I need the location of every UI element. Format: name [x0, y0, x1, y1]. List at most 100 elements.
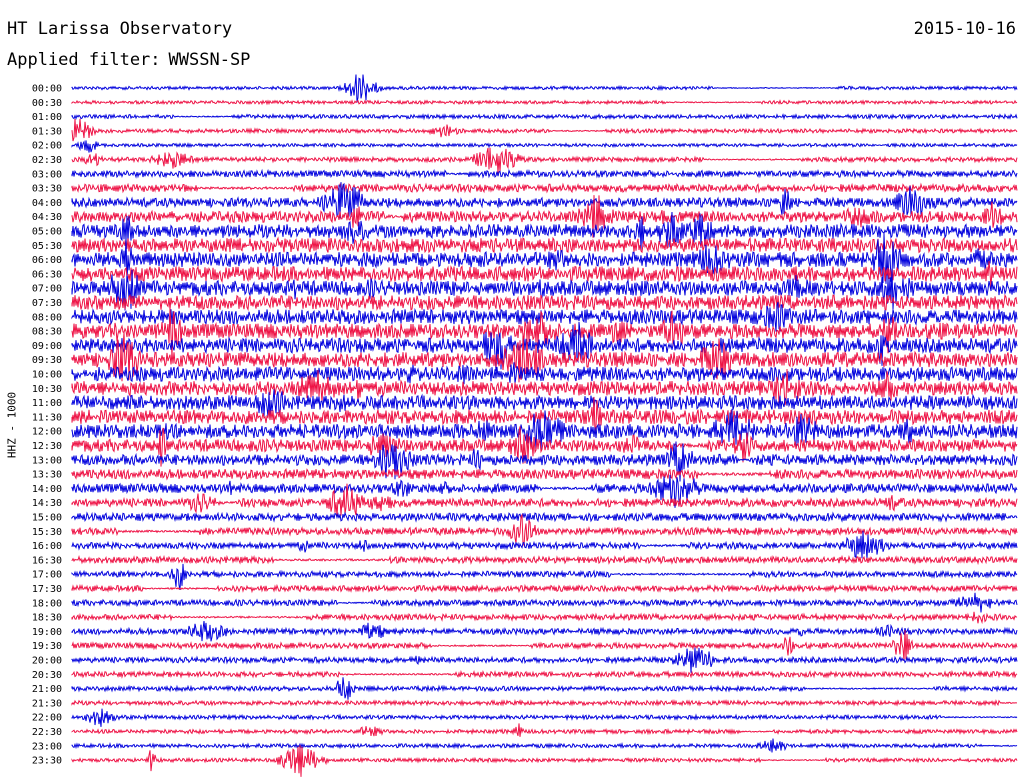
- seismic-trace-row: [71, 511, 1018, 523]
- seismic-trace-row: [71, 630, 1018, 661]
- row-time-label: 01:00: [32, 112, 62, 123]
- filter-label: Applied filter:: [7, 50, 161, 70]
- seismic-trace-row: [71, 647, 1018, 673]
- row-time-label: 12:00: [32, 427, 62, 438]
- seismic-trace-row: [71, 426, 1018, 467]
- seismic-trace-row: [71, 677, 1018, 700]
- row-time-label: 21:00: [32, 684, 62, 695]
- row-time-label: 14:00: [32, 484, 62, 495]
- seismic-trace-row: [71, 723, 1018, 737]
- seismic-trace-row: [71, 592, 1018, 613]
- seismic-trace-row: [71, 620, 1018, 642]
- row-time-label: 19:00: [32, 627, 62, 638]
- row-time-label: 08:30: [32, 327, 62, 338]
- seismic-trace-row: [71, 513, 1018, 547]
- row-time-label: 18:30: [32, 613, 62, 624]
- row-time-label: 04:30: [32, 212, 62, 223]
- seismic-trace-row: [71, 530, 1018, 560]
- seismic-trace-row: [71, 669, 1018, 679]
- row-time-label: 00:30: [32, 98, 62, 109]
- seismic-trace-row: [71, 483, 1018, 517]
- seismic-trace-row: [71, 293, 1018, 312]
- seismic-trace-row: [71, 182, 1018, 219]
- row-time-label: 15:30: [32, 527, 62, 538]
- seismic-trace-row: [71, 332, 1018, 383]
- seismic-trace-row: [71, 738, 1018, 753]
- seismic-trace-row: [71, 233, 1018, 284]
- row-time-label: 21:30: [32, 698, 62, 709]
- station-title: HT Larissa Observatory: [7, 19, 233, 39]
- seismic-trace-row: [71, 563, 1018, 590]
- row-time-label: 02:00: [32, 141, 62, 152]
- seismic-trace-row: [71, 112, 1018, 121]
- seismic-trace-row: [71, 308, 1018, 357]
- row-time-label: 20:30: [32, 670, 62, 681]
- row-time-label: 10:30: [32, 384, 62, 395]
- seismic-trace-row: [71, 474, 1018, 508]
- row-time-label: 19:30: [32, 641, 62, 652]
- row-time-label: 06:00: [32, 255, 62, 266]
- seismic-trace-row: [71, 118, 1018, 142]
- row-time-label: 03:00: [32, 169, 62, 180]
- seismic-trace-row: [71, 744, 1018, 777]
- row-time-label: 22:30: [32, 727, 62, 738]
- seismic-trace-row: [71, 74, 1018, 103]
- seismic-trace-row: [71, 362, 1018, 385]
- seismic-trace-row: [71, 583, 1018, 594]
- row-time-label: 10:00: [32, 370, 62, 381]
- filter-value: WWSSN-SP: [168, 50, 251, 70]
- seismic-trace-row: [71, 236, 1018, 254]
- seismic-trace-row: [71, 467, 1018, 481]
- row-time-label: 01:30: [32, 126, 62, 137]
- row-time-label: 05:00: [32, 227, 62, 238]
- row-time-label: 13:30: [32, 470, 62, 481]
- filter-info: Applied filter: WWSSN-SP: [7, 50, 250, 70]
- row-time-label: 04:00: [32, 198, 62, 209]
- row-time-label: 09:30: [32, 355, 62, 366]
- row-time-label: 07:00: [32, 284, 62, 295]
- row-time-label: 17:00: [32, 570, 62, 581]
- seismic-trace-row: [71, 554, 1018, 566]
- row-time-label: 08:00: [32, 312, 62, 323]
- row-time-label: 23:30: [32, 756, 62, 767]
- row-time-label: 23:00: [32, 741, 62, 752]
- seismic-trace-row: [71, 396, 1018, 434]
- row-time-label: 07:30: [32, 298, 62, 309]
- row-time-label: 14:30: [32, 498, 62, 509]
- seismic-trace-row: [71, 195, 1018, 238]
- seismic-trace-row: [71, 441, 1018, 482]
- seismic-trace-row: [71, 368, 1018, 406]
- seismic-trace-row: [71, 408, 1018, 450]
- record-date: 2015-10-16: [913, 19, 1016, 39]
- row-time-label: 17:30: [32, 584, 62, 595]
- seismic-trace-row: [71, 708, 1018, 727]
- row-time-label: 11:30: [32, 412, 62, 423]
- seismic-trace-row: [71, 611, 1018, 625]
- row-time-label: 03:30: [32, 184, 62, 195]
- seismic-trace-row: [71, 321, 1018, 371]
- row-time-label: 09:00: [32, 341, 62, 352]
- row-time-label: 06:30: [32, 269, 62, 280]
- row-time-label: 12:30: [32, 441, 62, 452]
- seismic-trace-row: [71, 268, 1018, 311]
- row-time-label: 02:30: [32, 155, 62, 166]
- seismic-trace-row: [71, 99, 1018, 106]
- seismic-trace-row: [71, 260, 1018, 290]
- seismic-trace-row: [71, 140, 1018, 153]
- seismic-trace-row: [71, 211, 1018, 251]
- seismic-trace-row: [71, 389, 1018, 420]
- row-time-label: 11:00: [32, 398, 62, 409]
- row-time-label: 13:00: [32, 455, 62, 466]
- seismic-trace-row: [71, 168, 1018, 179]
- seismic-trace-row: [71, 698, 1017, 707]
- row-time-label: 16:00: [32, 541, 62, 552]
- row-time-label: 15:00: [32, 513, 62, 524]
- seismic-trace-row: [71, 302, 1018, 332]
- row-time-label: 05:30: [32, 241, 62, 252]
- row-time-label: 00:00: [32, 84, 62, 95]
- row-time-label: 22:00: [32, 713, 62, 724]
- seismic-trace-row: [71, 147, 1018, 174]
- row-time-label: 20:00: [32, 656, 62, 667]
- seismic-trace-row: [71, 182, 1018, 194]
